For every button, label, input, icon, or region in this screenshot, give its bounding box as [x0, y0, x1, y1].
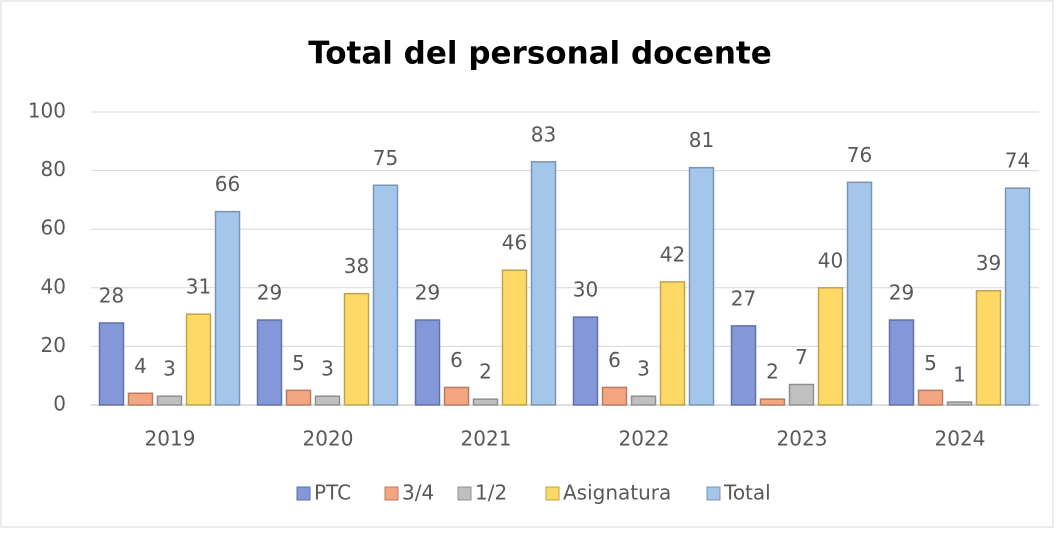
bar: [185, 313, 212, 406]
x-tick-label: 2022: [619, 427, 670, 451]
bar: [156, 395, 183, 406]
data-label: 46: [502, 231, 527, 255]
bar: [372, 184, 399, 406]
bar: [414, 319, 441, 406]
bar: [817, 287, 844, 406]
y-tick-label: 80: [41, 157, 66, 181]
x-tick-label: 2021: [461, 427, 512, 451]
data-label: 66: [215, 172, 240, 196]
y-tick-label: 100: [28, 99, 66, 123]
bar: [256, 319, 283, 406]
data-label: 42: [660, 242, 685, 266]
bar: [975, 289, 1002, 406]
chart-title: Total del personal docente: [308, 36, 772, 72]
bar: [285, 389, 312, 406]
bar: [917, 389, 944, 406]
data-label: 31: [186, 275, 211, 299]
bar: [343, 292, 370, 406]
bar: [630, 395, 657, 406]
bar: [530, 161, 557, 406]
legend-swatch: [457, 486, 472, 501]
bar: [572, 316, 599, 406]
y-tick-label: 60: [41, 216, 66, 240]
data-label: 1: [953, 363, 966, 387]
bar: [443, 386, 470, 406]
data-label: 2: [479, 360, 492, 384]
x-tick-label: 2020: [303, 427, 354, 451]
data-label: 29: [889, 281, 914, 305]
x-tick-label: 2023: [777, 427, 828, 451]
bar: [946, 401, 973, 406]
y-tick-label: 40: [41, 274, 66, 298]
data-label: 3: [321, 357, 334, 381]
data-label: 7: [795, 345, 808, 369]
bar: [659, 281, 686, 406]
data-label: 6: [450, 348, 463, 372]
data-label: 39: [976, 251, 1001, 275]
data-label: 74: [1005, 149, 1030, 173]
legend-swatch: [296, 486, 311, 501]
data-label: 30: [573, 278, 598, 302]
data-label: 75: [373, 146, 398, 170]
bar: [788, 383, 815, 406]
data-label: 81: [689, 128, 714, 152]
legend-swatch: [545, 486, 560, 501]
y-tick-label: 0: [53, 392, 66, 416]
legend-swatch: [706, 486, 721, 501]
x-tick-label: 2024: [935, 427, 986, 451]
legend-label: Asignatura: [563, 481, 671, 505]
data-label: 76: [847, 143, 872, 167]
data-label: 27: [731, 286, 756, 310]
bar: [888, 319, 915, 406]
data-label: 83: [531, 122, 556, 146]
bar: [214, 210, 241, 406]
bar: [1004, 187, 1031, 406]
data-label: 4: [134, 354, 147, 378]
legend-label: Total: [723, 481, 771, 505]
legend-label: 1/2: [475, 481, 507, 505]
data-label: 40: [818, 248, 843, 272]
data-label: 38: [344, 254, 369, 278]
bar: [98, 322, 125, 406]
bar: [846, 181, 873, 406]
data-label: 6: [608, 348, 621, 372]
bar: [314, 395, 341, 406]
data-label: 3: [163, 357, 176, 381]
data-label: 29: [257, 281, 282, 305]
bar: [472, 398, 499, 406]
bar: [759, 398, 786, 406]
bar: [127, 392, 154, 406]
data-label: 29: [415, 281, 440, 305]
x-tick-label: 2019: [145, 427, 196, 451]
data-label: 5: [292, 351, 305, 375]
data-label: 2: [766, 360, 779, 384]
data-label: 5: [924, 351, 937, 375]
bar: [601, 386, 628, 406]
bar: [501, 269, 528, 406]
data-label: 28: [99, 283, 124, 307]
bar: [730, 325, 757, 406]
bar: [688, 166, 715, 406]
data-label: 3: [637, 357, 650, 381]
y-tick-label: 20: [41, 333, 66, 357]
legend-label: PTC: [314, 481, 351, 505]
legend-swatch: [384, 486, 399, 501]
legend-label: 3/4: [402, 481, 434, 505]
